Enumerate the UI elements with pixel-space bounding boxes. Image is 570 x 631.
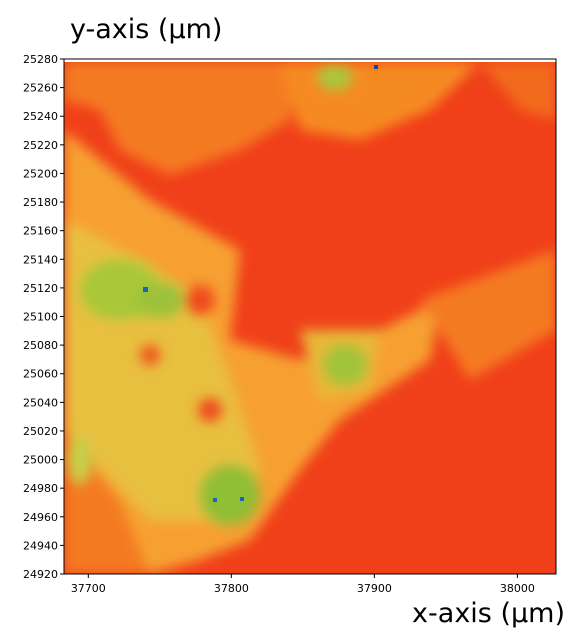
y-tick-label: 25000 xyxy=(23,454,58,467)
y-tick-label: 25180 xyxy=(23,196,58,209)
y-tick-label: 25200 xyxy=(23,167,58,180)
y-tick-label: 24980 xyxy=(23,482,58,495)
x-tick-label: 38000 xyxy=(500,582,535,595)
y-tick-label: 25160 xyxy=(23,225,58,238)
y-tick-label: 25240 xyxy=(23,110,58,123)
y-tick-label: 24960 xyxy=(23,511,58,524)
x-axis-label: x-axis (µm) xyxy=(412,598,565,629)
y-tick-label: 25060 xyxy=(23,368,58,381)
y-tick-label: 24920 xyxy=(23,568,58,581)
x-tick-label: 37900 xyxy=(357,582,392,595)
x-tick-label: 37800 xyxy=(214,582,249,595)
y-tick-label: 25080 xyxy=(23,339,58,352)
y-tick-label: 25140 xyxy=(23,253,58,266)
y-tick-label: 25120 xyxy=(23,282,58,295)
y-tick-label: 25220 xyxy=(23,139,58,152)
y-tick-label: 25020 xyxy=(23,425,58,438)
y-tick-label: 25040 xyxy=(23,396,58,409)
y-tick-label: 25260 xyxy=(23,82,58,95)
x-tick-label: 37700 xyxy=(71,582,106,595)
y-axis-label: y-axis (µm) xyxy=(70,14,222,45)
chart: y-axis (µm) x-axis (µm) 24920 24940 24960 2… xyxy=(0,0,570,631)
y-tick-label: 24940 xyxy=(23,539,58,552)
heatmap xyxy=(64,62,556,574)
y-tick-label: 25280 xyxy=(23,53,58,66)
y-tick-label: 25100 xyxy=(23,311,58,324)
